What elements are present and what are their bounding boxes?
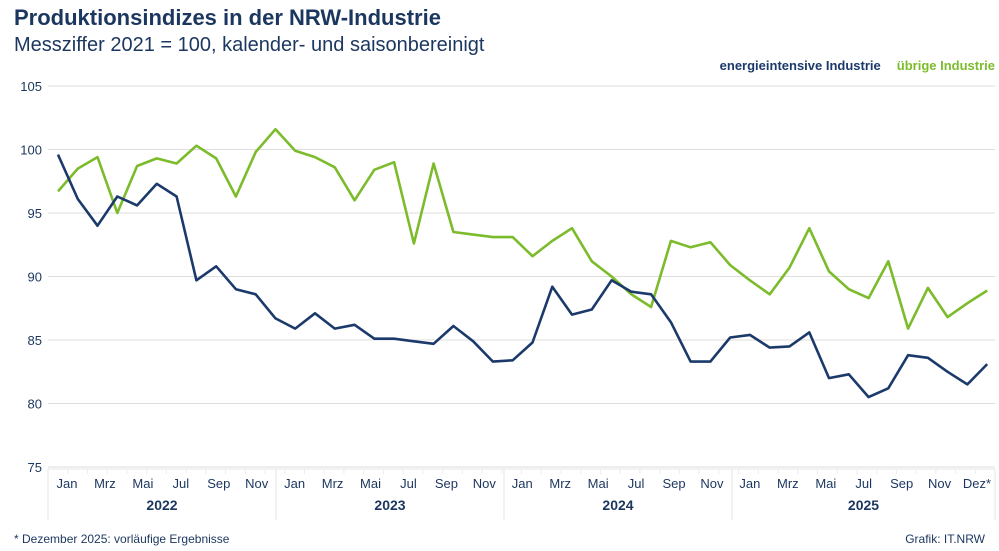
y-tick-label: 100 [20,143,42,158]
month-label: Mai [588,476,609,491]
year-label: 2025 [848,497,879,513]
month-label: Nov [700,476,724,491]
month-label: Nov [245,476,269,491]
month-label: Dez* [963,476,991,491]
month-label: Jan [284,476,305,491]
chart-title: Produktionsindizes in der NRW-Industrie [14,5,441,30]
month-label: Mrz [94,476,116,491]
y-tick-label: 85 [28,333,42,348]
year-label: 2024 [602,497,633,513]
y-tick-label: 95 [28,206,42,221]
y-tick-label: 105 [20,79,42,94]
month-label: Nov [928,476,952,491]
month-label: Jul [855,476,872,491]
series-line-energieintensiv [56,154,989,399]
year-label: 2022 [146,497,177,513]
month-label: Sep [435,476,458,491]
chart-subtitle: Messziffer 2021 = 100, kalender- und sai… [14,34,485,56]
month-label: Mai [132,476,153,491]
footnote: * Dezember 2025: vorläufige Ergebnisse [14,532,230,546]
month-label: Sep [207,476,230,491]
y-tick-label: 90 [28,270,42,285]
month-label: Mrz [549,476,571,491]
month-label: Jan [512,476,533,491]
month-label: Mrz [777,476,799,491]
month-label: Sep [662,476,685,491]
credit: Grafik: IT.NRW [905,532,985,546]
month-label: Sep [890,476,913,491]
legend-entry-uebrige: übrige Industrie [896,58,995,73]
month-label: Jul [400,476,417,491]
month-label: Mai [815,476,836,491]
month-label: Jan [739,476,760,491]
y-tick-label: 80 [28,397,42,412]
legend: energieintensive Industrie übrige Indust… [720,58,995,73]
year-label: 2023 [374,497,405,513]
series-line-uebrige [57,127,988,330]
month-label: Jul [173,476,190,491]
y-tick-label: 75 [28,460,42,475]
month-label: Jul [628,476,645,491]
legend-entry-energieintensiv: energieintensive Industrie [719,58,881,73]
month-label: Jan [57,476,78,491]
month-label: Mai [360,476,381,491]
month-label: Nov [473,476,497,491]
month-label: Mrz [322,476,344,491]
